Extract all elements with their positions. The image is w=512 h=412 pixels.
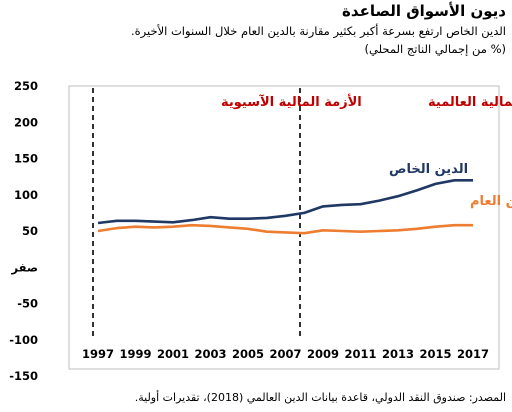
series-label: الدين الخاص <box>389 162 468 177</box>
chart-title: ديون الأسواق الصاعدة <box>342 2 506 20</box>
series-line <box>97 223 473 235</box>
chart-unit: (% من إجمالي الناتج المحلي) <box>364 42 506 56</box>
x-axis-ticks: 1997 1999 2001 2003 2005 2007 2009 2011 2013 2015… <box>82 347 489 361</box>
y-tick-label: 50 <box>22 224 38 238</box>
x-tick-label: 2007 <box>269 347 301 361</box>
y-tick-label: -50 <box>17 297 38 311</box>
y-tick-label: -100 <box>9 333 38 347</box>
x-tick-label: 2013 <box>382 347 414 361</box>
y-tick-label: صفر <box>10 260 38 274</box>
plot-frame <box>68 85 500 370</box>
x-tick-label: 2001 <box>157 347 189 361</box>
x-tick-label: 2009 <box>307 347 339 361</box>
y-axis-ticks: 250 200 150 100 50 صفر -50 -100 -150 <box>9 79 38 383</box>
x-tick-label: 2005 <box>232 347 264 361</box>
y-tick-label: 250 <box>14 79 38 93</box>
y-tick-label: 200 <box>14 115 38 129</box>
x-tick-label: 1997 <box>82 347 114 361</box>
y-tick-label: -150 <box>9 369 38 383</box>
chart-subtitle: الدين الخاص ارتفع بسرعة أكبر بكثير مقارن… <box>130 24 506 38</box>
y-tick-label: 150 <box>14 152 38 166</box>
x-tick-label: 2011 <box>344 347 376 361</box>
crisis-label: الأزمة المالية العالمية <box>428 93 512 110</box>
y-tick-label: 100 <box>14 188 38 202</box>
series-lines <box>97 179 473 235</box>
x-tick-label: 1999 <box>119 347 151 361</box>
x-tick-label: 2015 <box>419 347 451 361</box>
chart-labels: الأزمة المالية الآسيوية الأزمة المالية ال… <box>221 93 512 209</box>
x-tick-label: 2003 <box>194 347 226 361</box>
x-tick-label: 2017 <box>457 347 489 361</box>
source-note: المصدر: صندوق النقد الدولي، قاعدة بيانات… <box>134 391 506 404</box>
series-label: الدين العام <box>470 194 512 209</box>
series-line <box>97 179 473 225</box>
crisis-lines <box>92 88 301 336</box>
crisis-label: الأزمة المالية الآسيوية <box>221 93 362 110</box>
